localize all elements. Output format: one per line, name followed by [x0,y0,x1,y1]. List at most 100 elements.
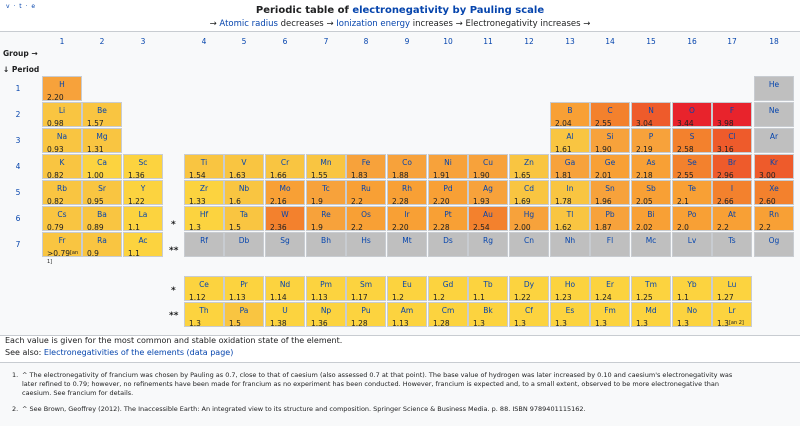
element-cell-gd[interactable]: Gd 1.2 [428,276,468,302]
element-symbol[interactable]: Nd [279,280,291,289]
element-cell-co[interactable]: Co 1.88 [387,154,427,180]
element-symbol[interactable]: S [689,132,695,141]
element-symbol[interactable]: Ho [564,280,576,289]
element-symbol[interactable]: Cn [524,236,534,245]
element-symbol[interactable]: Pd [443,184,453,193]
element-cell-pb[interactable]: Pb 1.87 [590,206,630,232]
group-header-8[interactable]: 8 [363,37,369,46]
element-symbol[interactable]: Ce [199,280,209,289]
element-symbol[interactable]: Fm [604,306,616,315]
navbox-vte-links[interactable]: v · t · e [6,3,37,10]
element-cell-zn[interactable]: Zn 1.65 [509,154,549,180]
element-cell-rg[interactable]: Rg [468,232,508,257]
element-cell-p[interactable]: P 2.19 [631,128,671,154]
element-symbol[interactable]: Db [238,236,250,245]
element-symbol[interactable]: As [646,158,656,167]
element-symbol[interactable]: Ca [97,158,107,167]
element-cell-mt[interactable]: Mt [387,232,427,257]
element-symbol[interactable]: Er [606,280,614,289]
element-symbol[interactable]: Sn [605,184,615,193]
group-header-17[interactable]: 17 [727,37,737,46]
element-symbol[interactable]: Al [566,132,574,141]
element-symbol[interactable]: Am [400,306,414,315]
element-cell-pu[interactable]: Pu 1.28 [346,302,386,328]
element-symbol[interactable]: Cd [524,184,534,193]
element-cell-rb[interactable]: Rb 0.82 [42,180,82,206]
element-symbol[interactable]: Cl [728,132,736,141]
footnote-ref[interactable]: [an 2] [728,320,744,326]
element-cell-bi[interactable]: Bi 2.02 [631,206,671,232]
element-cell-ds[interactable]: Ds [428,232,468,257]
element-cell-al[interactable]: Al 1.61 [550,128,590,154]
element-cell-og[interactable]: Og [754,232,794,257]
element-cell-sg[interactable]: Sg [265,232,305,257]
element-symbol[interactable]: Bi [647,210,655,219]
element-symbol[interactable]: Ti [200,158,208,167]
element-cell-ce[interactable]: Ce 1.12 [184,276,224,302]
element-symbol[interactable]: O [689,106,695,115]
group-header-15[interactable]: 15 [646,37,656,46]
element-cell-na[interactable]: Na 0.93 [42,128,82,154]
element-symbol[interactable]: Yb [687,280,697,289]
element-cell-tc[interactable]: Tc 1.9 [306,180,346,206]
element-symbol[interactable]: Dy [523,280,535,289]
element-cell-in[interactable]: In 1.78 [550,180,590,206]
element-cell-se[interactable]: Se 2.55 [672,154,712,180]
element-cell-sm[interactable]: Sm 1.17 [346,276,386,302]
element-symbol[interactable]: Ba [97,210,107,219]
element-symbol[interactable]: Lu [727,280,737,289]
element-symbol[interactable]: Ts [728,236,736,245]
element-symbol[interactable]: Pu [361,306,371,315]
group-header-2[interactable]: 2 [99,37,105,46]
group-header-12[interactable]: 12 [524,37,534,46]
element-symbol[interactable]: Be [97,106,107,115]
element-symbol[interactable]: Sg [280,236,290,245]
element-symbol[interactable]: U [282,306,288,315]
element-cell-ts[interactable]: Ts [712,232,752,257]
element-cell-sr[interactable]: Sr 0.95 [82,180,122,206]
element-symbol[interactable]: Sc [138,158,148,167]
element-symbol[interactable]: Xe [769,184,779,193]
element-cell-po[interactable]: Po 2.0 [672,206,712,232]
element-cell-ba[interactable]: Ba 0.89 [82,206,122,232]
element-symbol[interactable]: Es [565,306,575,315]
element-symbol[interactable]: Hg [523,210,535,219]
element-symbol[interactable]: Mc [645,236,657,245]
element-cell-dy[interactable]: Dy 1.22 [509,276,549,302]
element-cell-tm[interactable]: Tm 1.25 [631,276,671,302]
element-cell-as[interactable]: As 2.18 [631,154,671,180]
element-symbol[interactable]: Tm [645,280,657,289]
element-symbol[interactable]: Hf [199,210,209,219]
group-header-18[interactable]: 18 [769,37,779,46]
element-symbol[interactable]: Og [768,236,780,245]
element-cell-cl[interactable]: Cl 3.16 [712,128,752,154]
element-symbol[interactable]: Ir [404,210,410,219]
element-cell-tb[interactable]: Tb 1.1 [468,276,508,302]
period-header-2[interactable]: 2 [15,110,21,119]
element-cell-mo[interactable]: Mo 2.16 [265,180,305,206]
element-symbol[interactable]: Ne [768,106,780,115]
group-header-13[interactable]: 13 [565,37,575,46]
period-header-7[interactable]: 7 [15,240,21,249]
group-header-1[interactable]: 1 [59,37,65,46]
element-cell-ta[interactable]: Ta 1.5 [224,206,264,232]
period-header-5[interactable]: 5 [15,188,21,197]
element-cell-nd[interactable]: Nd 1.14 [265,276,305,302]
element-cell-k[interactable]: K 0.82 [42,154,82,180]
element-symbol[interactable]: Cr [280,158,290,167]
group-header-7[interactable]: 7 [323,37,329,46]
element-symbol[interactable]: Bh [321,236,331,245]
element-cell-db[interactable]: Db [224,232,264,257]
element-symbol[interactable]: Rn [769,210,779,219]
element-symbol[interactable]: Cf [525,306,533,315]
element-cell-f[interactable]: F 3.98 [712,102,752,128]
element-symbol[interactable]: I [730,184,734,193]
period-header-4[interactable]: 4 [15,162,21,171]
element-symbol[interactable]: Li [58,106,66,115]
element-cell-ag[interactable]: Ag 1.93 [468,180,508,206]
element-symbol[interactable]: Rh [402,184,412,193]
element-symbol[interactable]: Mn [320,158,332,167]
element-symbol[interactable]: Se [687,158,697,167]
element-cell-zr[interactable]: Zr 1.33 [184,180,224,206]
element-cell-o[interactable]: O 3.44 [672,102,712,128]
